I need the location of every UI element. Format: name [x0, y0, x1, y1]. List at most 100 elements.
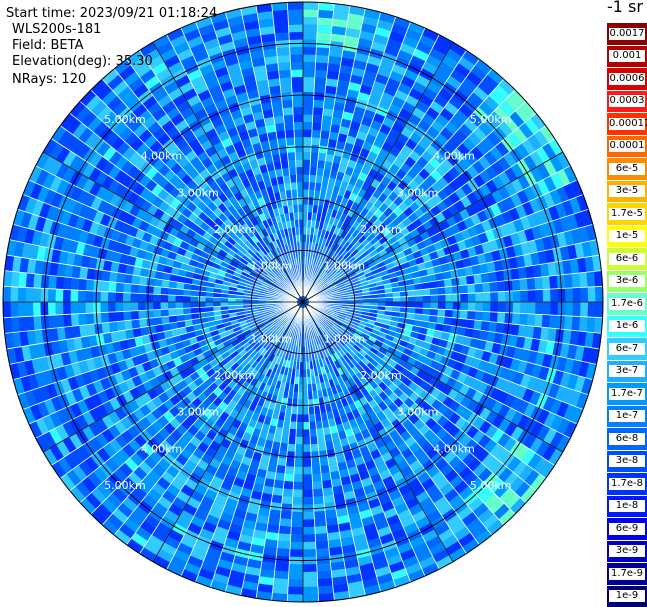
- range-gate-cell: [244, 251, 253, 260]
- range-gate-cell: [369, 249, 379, 258]
- range-gate-cell: [130, 302, 139, 312]
- range-gate-cell: [562, 387, 575, 405]
- range-gate-cell: [70, 402, 83, 418]
- range-gate-cell: [43, 398, 57, 415]
- range-gate-cell: [384, 45, 400, 57]
- range-gate-cell: [321, 176, 330, 185]
- range-gate-cell: [206, 311, 215, 318]
- range-gate-cell: [314, 525, 328, 535]
- range-gate-cell: [10, 316, 20, 333]
- range-gate-cell: [42, 218, 54, 235]
- range-gate-cell: [452, 293, 461, 302]
- range-gate-cell: [513, 243, 524, 257]
- range-gate-cell: [492, 226, 503, 240]
- range-gate-cell: [367, 498, 381, 509]
- range-gate-cell: [269, 370, 277, 380]
- colorbar-cell: 1e-8: [607, 494, 647, 517]
- range-gate-cell: [256, 79, 269, 90]
- range-gate-cell: [357, 555, 373, 567]
- range-gate-cell: [261, 366, 269, 376]
- range-gate-cell: [344, 35, 360, 46]
- range-gate-cell: [228, 305, 236, 310]
- range-gate-cell: [439, 127, 454, 141]
- range-gate-cell: [122, 477, 138, 492]
- range-gate-cell: [433, 330, 443, 339]
- range-gate-cell: [124, 213, 136, 226]
- range-gate-cell: [222, 88, 236, 99]
- range-gate-cell: [347, 386, 356, 396]
- range-gate-cell: [85, 207, 98, 222]
- range-gate-cell: [330, 561, 346, 571]
- range-gate-cell: [307, 212, 313, 220]
- range-gate-cell: [136, 248, 147, 260]
- range-gate-cell: [303, 444, 311, 452]
- range-gate-cell: [507, 132, 522, 148]
- range-gate-cell: [446, 234, 458, 246]
- range-gate-cell: [115, 311, 124, 322]
- range-gate-cell: [12, 256, 22, 273]
- range-gate-cell: [482, 292, 491, 302]
- range-gate-cell: [344, 428, 355, 438]
- range-gate-cell: [444, 488, 459, 503]
- range-gate-cell: [208, 211, 219, 222]
- range-gate-cell: [512, 460, 528, 477]
- range-gate-cell: [198, 382, 209, 393]
- range-gate-cell: [75, 414, 89, 430]
- range-gate-cell: [387, 249, 397, 258]
- ray-separator: [209, 307, 302, 588]
- range-gate-cell: [562, 259, 572, 275]
- range-gate-cell: [112, 80, 129, 96]
- range-gate-cell: [340, 536, 355, 547]
- range-gate-cell: [169, 273, 179, 283]
- range-gate-cell: [184, 478, 198, 491]
- range-gate-cell: [442, 270, 452, 280]
- range-gate-cell: [217, 105, 231, 118]
- range-gate-cell: [365, 491, 379, 502]
- range-gate-cell: [27, 330, 37, 346]
- range-gate-cell: [285, 458, 295, 467]
- range-gate-cell: [62, 150, 77, 167]
- range-gate-cell: [444, 309, 453, 318]
- range-gate-cell: [205, 354, 215, 364]
- range-gate-cell: [206, 316, 215, 323]
- range-gate-cell: [183, 289, 192, 297]
- range-gate-cell: [208, 507, 223, 520]
- range-gate-cell: [438, 145, 452, 159]
- range-gate-cell: [73, 337, 83, 351]
- range-gate-cell: [542, 444, 557, 462]
- range-gate-cell: [359, 147, 371, 159]
- range-gate-cell: [214, 98, 228, 111]
- range-gate-cell: [266, 217, 274, 227]
- colorbar-cell: 3e-5: [607, 179, 647, 202]
- range-gate-cell: [417, 119, 431, 133]
- range-gate-cell: [359, 277, 368, 284]
- range-gate-cell: [556, 169, 571, 187]
- range-gate-cell: [535, 289, 543, 302]
- range-gate-cell: [255, 241, 264, 250]
- range-gate-cell: [378, 493, 392, 506]
- range-gate-cell: [448, 455, 463, 470]
- range-gate-cell: [391, 495, 406, 508]
- range-gate-cell: [350, 392, 360, 403]
- range-gate-cell: [175, 453, 189, 466]
- range-gate-cell: [343, 344, 351, 353]
- range-gate-cell: [237, 541, 252, 552]
- range-gate-cell: [486, 331, 496, 343]
- range-gate-cell: [157, 415, 170, 428]
- range-gate-cell: [132, 266, 142, 277]
- range-gate-cell: [90, 79, 108, 96]
- range-gate-cell: [158, 200, 170, 213]
- range-gate-cell: [251, 360, 259, 369]
- range-gate-cell: [341, 111, 354, 121]
- range-gate-cell: [584, 256, 594, 273]
- range-gate-cell: [472, 502, 489, 518]
- range-gate-cell: [313, 92, 325, 101]
- range-gate-cell: [365, 62, 380, 74]
- range-gate-cell: [308, 413, 316, 422]
- range-gate-cell: [339, 212, 348, 222]
- range-gate-cell: [288, 32, 303, 40]
- range-gate-cell: [564, 273, 573, 289]
- range-gate-cell: [497, 418, 511, 433]
- range-gate-cell: [363, 229, 372, 239]
- range-gate-cell: [437, 302, 446, 310]
